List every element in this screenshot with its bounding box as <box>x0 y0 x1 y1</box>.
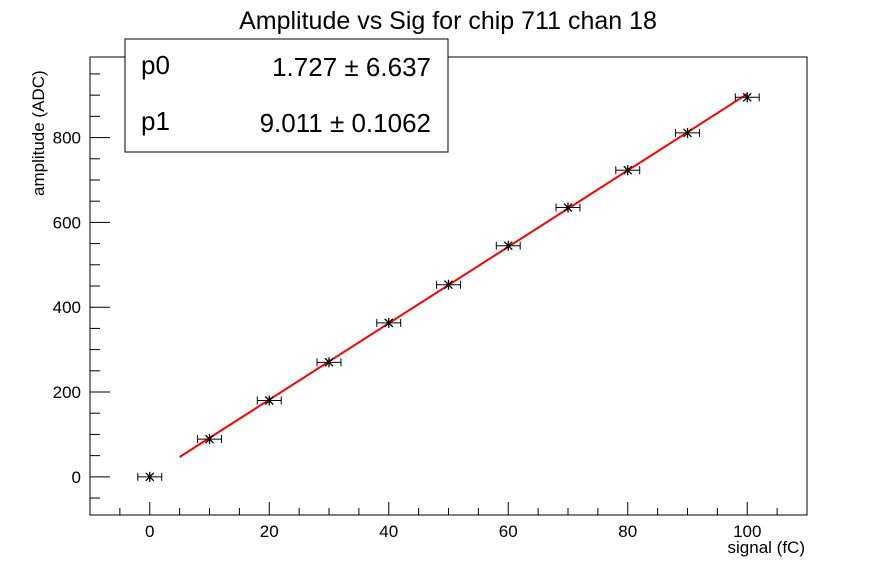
fit-line <box>179 93 748 458</box>
data-point <box>316 357 342 368</box>
data-point <box>376 317 402 328</box>
data-point <box>555 202 581 213</box>
x-tick-label: 80 <box>618 522 637 541</box>
data-point <box>436 279 461 290</box>
stat-p1-pm: ± <box>330 108 344 138</box>
data-point <box>675 127 700 138</box>
stat-p0-name: p0 <box>141 50 170 80</box>
stats-box-frame <box>124 38 449 153</box>
chart-title: Amplitude vs Sig for chip 711 chan 18 <box>239 7 657 35</box>
stats-box: p0 1.727 ± 6.637 p1 9.011 ± 0.1062 <box>124 38 449 153</box>
x-tick-label: 100 <box>733 522 761 541</box>
x-axis-label: signal (fC) <box>728 538 805 557</box>
data-point <box>137 471 163 482</box>
stat-p1-name: p1 <box>141 106 170 136</box>
y-tick-label: 200 <box>53 383 81 402</box>
y-axis: 0 200 400 600 800 <box>53 73 110 499</box>
x-tick-label: 40 <box>379 522 398 541</box>
stat-p1-val: 9.011 <box>260 108 323 138</box>
stat-p1-err: 0.1062 <box>351 108 431 138</box>
data-points <box>137 92 760 482</box>
x-axis: 0 20 40 60 80 100 <box>89 502 808 541</box>
x-tick-label: 0 <box>145 522 154 541</box>
y-tick-label: 600 <box>53 213 81 232</box>
y-tick-label: 400 <box>53 298 81 317</box>
stat-p1-value: 9.011 ± 0.1062 <box>260 108 431 138</box>
data-point <box>495 240 521 251</box>
y-tick-label: 800 <box>53 129 81 148</box>
stat-p0-pm: ± <box>344 52 358 82</box>
data-point <box>256 395 282 406</box>
y-axis-label: amplitude (ADC) <box>29 70 48 196</box>
x-tick-label: 60 <box>499 522 518 541</box>
data-point <box>734 92 760 103</box>
data-point <box>615 165 641 176</box>
y-tick-label: 0 <box>72 468 81 487</box>
x-tick-label: 20 <box>260 522 279 541</box>
data-point <box>197 434 222 445</box>
stat-p0-value: 1.727 ± 6.637 <box>272 52 431 82</box>
stat-p0-val: 1.727 <box>272 52 337 82</box>
stat-p0-err: 6.637 <box>366 52 431 82</box>
